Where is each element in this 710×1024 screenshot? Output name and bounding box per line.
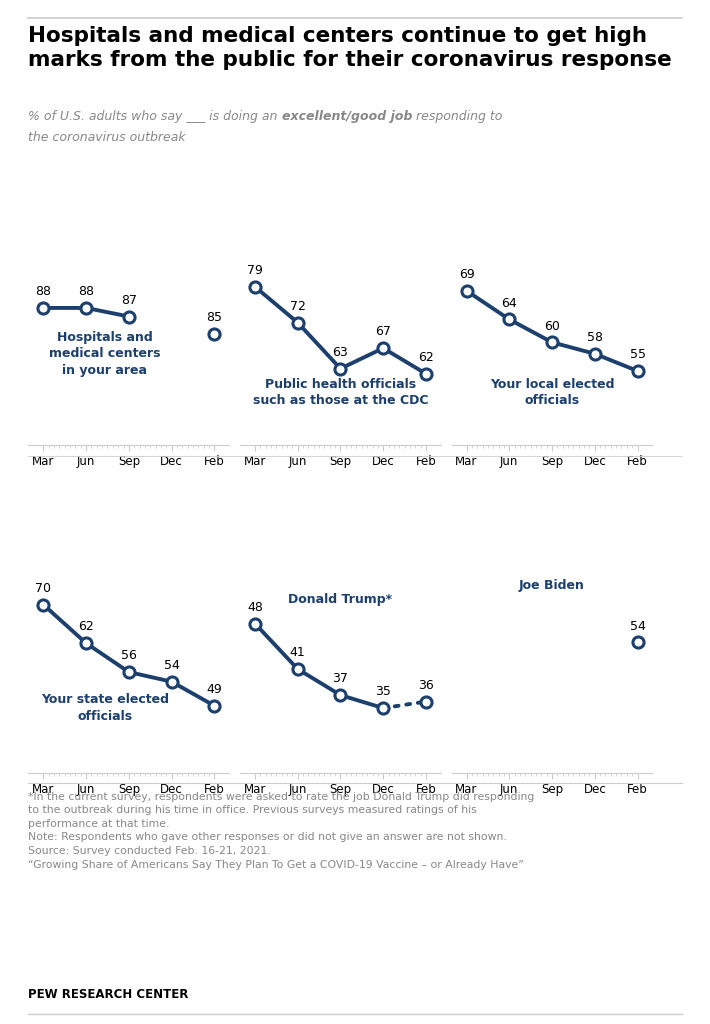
Text: 36: 36 <box>418 679 434 692</box>
Text: 54: 54 <box>630 620 645 633</box>
Text: 67: 67 <box>376 326 391 339</box>
Text: Joe Biden: Joe Biden <box>519 579 585 592</box>
Text: Hospitals and
medical centers
in your area: Hospitals and medical centers in your ar… <box>49 331 160 377</box>
Text: 88: 88 <box>36 286 51 298</box>
Text: 69: 69 <box>459 268 474 281</box>
Text: PEW RESEARCH CENTER: PEW RESEARCH CENTER <box>28 988 189 1001</box>
Text: 79: 79 <box>247 264 263 278</box>
Text: 72: 72 <box>290 300 305 313</box>
Text: 35: 35 <box>376 685 391 698</box>
Text: 58: 58 <box>586 331 603 344</box>
Text: 60: 60 <box>544 319 560 333</box>
Text: 85: 85 <box>207 311 222 324</box>
Text: 49: 49 <box>207 683 222 696</box>
Text: 88: 88 <box>78 286 94 298</box>
Text: 37: 37 <box>332 673 349 685</box>
Text: 70: 70 <box>36 582 51 595</box>
Text: Hospitals and medical centers continue to get high
marks from the public for the: Hospitals and medical centers continue t… <box>28 26 672 70</box>
Text: Your state elected
officials: Your state elected officials <box>40 693 169 723</box>
Text: the coronavirus outbreak: the coronavirus outbreak <box>28 131 186 144</box>
Text: 62: 62 <box>418 351 434 365</box>
Text: 48: 48 <box>247 601 263 613</box>
Text: excellent/good job: excellent/good job <box>282 110 413 123</box>
Text: 56: 56 <box>121 649 137 663</box>
Text: Your local elected
officials: Your local elected officials <box>490 378 614 408</box>
Text: responding to: responding to <box>413 110 503 123</box>
Text: Public health officials
such as those at the CDC: Public health officials such as those at… <box>253 378 428 408</box>
Text: 55: 55 <box>630 348 645 361</box>
Text: 63: 63 <box>332 346 349 359</box>
Text: *In the current survey, respondents were asked to rate the job Donald Trump did : *In the current survey, respondents were… <box>28 792 535 869</box>
Text: % of U.S. adults who say ___ is doing an: % of U.S. adults who say ___ is doing an <box>28 110 282 123</box>
Text: 87: 87 <box>121 294 137 307</box>
Text: 62: 62 <box>78 621 94 634</box>
Text: 41: 41 <box>290 646 305 659</box>
Text: 64: 64 <box>501 297 517 309</box>
Text: Donald Trump*: Donald Trump* <box>288 593 393 606</box>
Text: 54: 54 <box>164 659 180 672</box>
